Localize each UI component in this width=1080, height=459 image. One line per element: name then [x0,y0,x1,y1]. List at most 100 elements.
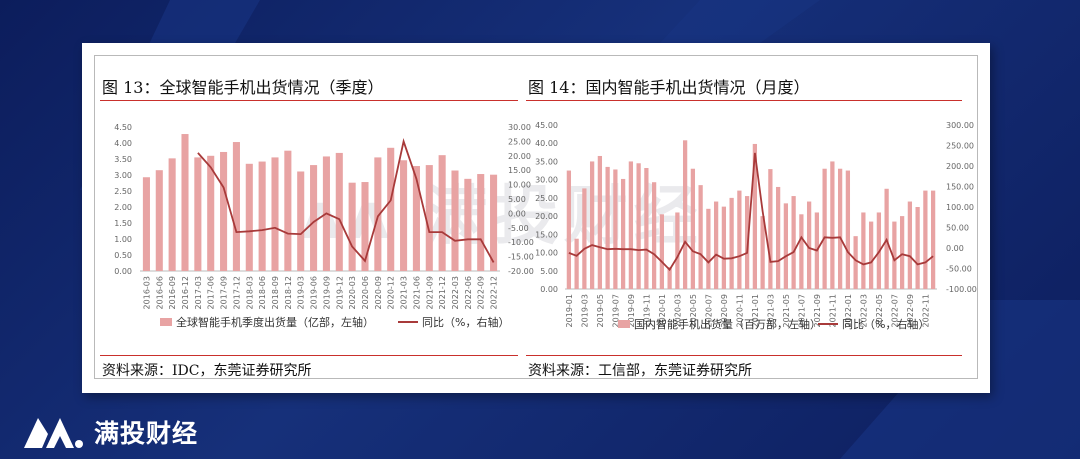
left-chart-left-tick-label: 1.00 [114,235,132,244]
left-chart-bar [220,151,228,271]
left-chart-left-tick-label: 2.50 [114,187,132,196]
right-chart-bar [682,140,688,289]
left-chart-right-tick-label: 15.00 [508,166,531,175]
left-chart-x-tick-label: 2018-09 [271,276,280,309]
report-frame [94,55,978,379]
right-chart-bar [752,143,758,289]
right-chart-bar [667,267,672,289]
left-chart-bar [490,174,498,271]
right-chart-left-tick-label: 15.00 [535,230,558,239]
left-chart-bar [284,150,292,271]
left-chart-right-tick-label: 30.00 [508,123,531,132]
left-chart-source: 资料来源：IDC，东莞证券研究所 [102,363,312,379]
right-chart-bar [582,188,587,289]
left-chart-x-tick-label: 2018-12 [284,276,293,309]
right-chart-bar [845,170,851,289]
left-chart-x-tick-label: 2020-03 [348,276,357,309]
left-chart-x-tick-label: 2022-09 [477,276,486,309]
left-chart-x-tick-label: 2016-12 [181,276,190,309]
left-chart-right-tick-label: 10.00 [508,181,531,190]
left-source-rule [100,355,518,356]
right-chart-bar [837,168,843,289]
left-chart-yoy-line [197,138,495,263]
left-chart-bar [194,157,202,271]
right-chart-bar [636,163,641,289]
right-chart-right-tick-label: 150.00 [946,183,974,192]
left-chart-right-tick-label: 0.00 [508,209,526,218]
left-chart-title: 图 13：全球智能手机出货情况（季度） [102,78,384,97]
right-chart-bar [597,155,603,289]
left-chart-left-tick-label: 1.50 [114,219,132,228]
left-chart-bar [438,155,446,271]
right-chart-legend-line-label: 同比（%，右轴） [842,317,929,331]
mountain-m-logo-icon [24,418,83,448]
right-chart-left-tick-label: 25.00 [535,194,558,203]
left-chart-x-tick-label: 2022-03 [451,276,460,309]
right-chart-bar [930,190,936,289]
left-chart-bar [361,182,369,271]
right-chart-bar [605,166,610,289]
right-chart-bar [574,238,579,289]
left-chart-legend-bar-label: 全球智能手机季度出货量（亿部，左轴） [176,315,374,329]
right-chart-bar [721,206,727,289]
left-chart-left-tick-label: 4.50 [114,123,132,132]
right-chart-right-tick-label: -50.00 [946,265,972,274]
right-chart-bar [806,201,812,289]
brand: 满投财经 [24,412,198,452]
left-chart-bar [477,174,485,271]
right-chart-x-tick-label: 2019-09 [627,294,636,327]
right-chart-x-tick-label: 2021-01 [751,294,760,327]
right-chart-x-tick-label: 2022-01 [844,294,853,327]
left-chart-x-tick-label: 2020-06 [361,276,370,309]
right-chart-right-tick-label: 200.00 [946,162,974,171]
right-chart-right-tick-label: 100.00 [946,203,974,212]
left-chart-left-tick-label: 0.50 [114,251,132,260]
left-chart-x-tick-label: 2022-12 [490,276,499,309]
left-chart-bar [297,171,305,271]
brand-name: 满投财经 [94,419,199,448]
left-chart-bar [335,152,343,271]
right-chart-left-tick-label: 35.00 [535,157,558,166]
right-chart-bar [775,186,781,289]
left-chart-bar [464,178,472,271]
right-source-rule [526,355,962,356]
right-chart-bar [651,182,657,289]
right-chart-bar [698,185,703,289]
right-chart-bar [659,214,665,289]
left-chart-bar [245,163,253,271]
right-chart-left-tick-label: 30.00 [535,176,558,185]
right-title-rule [526,100,962,101]
left-chart-bar [271,157,279,271]
right-chart-source: 资料来源：工信部，东莞证券研究所 [528,363,752,379]
right-chart-bar [737,190,742,289]
right-chart-x-tick-label: 2021-03 [766,294,775,327]
left-chart-x-tick-label: 2020-09 [374,276,383,309]
left-chart-bar [142,177,150,271]
left-chart-left-tick-label: 2.00 [114,203,132,212]
left-chart-x-tick-label: 2016-09 [168,276,177,309]
right-chart-bar [675,212,680,289]
left-chart-bar [155,170,163,271]
left-chart-bar [310,165,318,271]
right-chart-bar [713,201,719,289]
right-chart-bar [822,168,827,289]
left-chart-bar [374,157,382,271]
right-chart-yoy-line [568,152,934,272]
left-chart-left-tick-label: 4.00 [114,139,132,148]
left-chart-x-tick-label: 2017-12 [232,276,241,309]
right-chart-x-tick-label: 2021-07 [797,294,806,327]
left-chart-left-tick-label: 3.00 [114,171,132,180]
left-chart-bar [232,142,240,271]
left-chart-right-tick-label: -5.00 [508,224,529,233]
left-chart-x-tick-label: 2017-06 [207,276,216,309]
right-chart-legend-bar-label: 国内智能手机出货量（百万部，左轴） [634,317,821,331]
left-chart-bar [181,134,189,271]
left-chart-bar [412,166,420,271]
left-chart-bar [168,158,176,271]
left-chart-legend-bar-swatch [160,318,172,326]
left-chart-left-tick-label: 0.00 [114,267,132,276]
right-chart-x-tick-label: 2022-11 [921,294,930,327]
right-chart-bar [899,216,905,289]
left-chart-x-tick-label: 2019-09 [322,276,331,309]
